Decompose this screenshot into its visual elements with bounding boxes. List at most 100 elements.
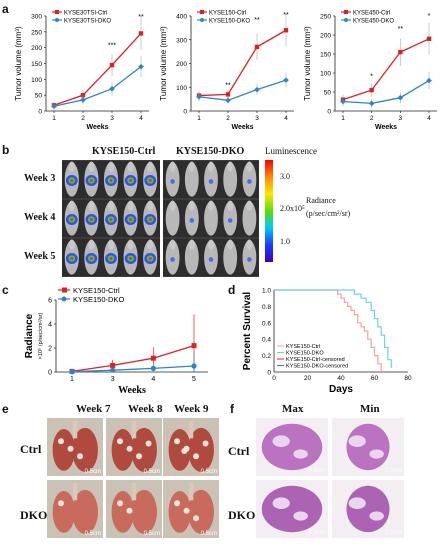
significance-mark: *: [428, 13, 431, 20]
mouse-head: [107, 239, 115, 250]
tumor-nodule: [136, 453, 143, 460]
trachea: [131, 482, 137, 501]
legend-label: KYSE150-Ctrl: [73, 286, 120, 295]
lung-lobe: [111, 429, 134, 471]
y-tick-label: 0: [183, 109, 187, 116]
tumor-nodule: [126, 507, 133, 514]
series-line-KYSE150-Ctrl: [71, 344, 195, 373]
y-axis-label: Percent Survival: [242, 292, 253, 371]
y-tick-label: 200: [176, 61, 187, 68]
tumor-volume-chart-kyse150: 0 100 200 300 400 1 2 3 4 Weeks Tumor volume (mm³)…: [159, 10, 294, 131]
signal: [189, 218, 195, 223]
mouse-head: [227, 239, 234, 250]
alveolar-space: [348, 497, 366, 509]
lung-lobe: [168, 491, 191, 533]
signal: [247, 179, 252, 184]
b-week3-label: Week 3: [24, 173, 56, 184]
e-ctrl-label: Ctrl: [20, 442, 42, 456]
tumor-nodule: [183, 507, 190, 514]
mouse-head: [107, 200, 115, 211]
data-point: [69, 369, 75, 375]
mouse: [242, 201, 257, 236]
series-line-KYSE450-DKO: [342, 80, 430, 105]
colorbar-tick-3: 3.0: [280, 172, 290, 181]
y-tick-label: 2: [48, 346, 52, 353]
mouse-head: [246, 239, 253, 250]
y-tick-label: 0.6: [262, 320, 271, 327]
tumor-nodule: [117, 500, 123, 507]
signal: [148, 178, 152, 183]
survival-curve-KYSE150-Ctrl: [274, 289, 382, 372]
data-point: [283, 77, 289, 83]
data-point: [196, 93, 202, 100]
colorbar-tick-2: 2.0x10⁵: [280, 204, 305, 213]
signal: [148, 217, 152, 222]
trachea: [72, 482, 78, 501]
histology-image: 0.5cm: [256, 418, 328, 476]
legend-marker: [61, 296, 67, 302]
x-tick-label: 2: [226, 115, 230, 122]
series-line-KYSE150-Ctrl: [198, 29, 287, 97]
tissue-drawing: [346, 423, 390, 471]
x-axis-label: Weeks: [118, 385, 146, 396]
y-tick-label: 100: [31, 77, 42, 84]
y-tick-label: 50: [35, 93, 43, 100]
survival-chart: 0 0.2 0.4 0.6 0.8 1.0 0 20 40 60 80 Days Percent Sur…: [242, 288, 412, 396]
y-tick-label: 250: [320, 14, 331, 21]
y-tick-label: 150: [31, 61, 42, 68]
y-tick-label: 200: [320, 33, 331, 40]
mouse: [165, 201, 180, 236]
legend-label: KYSE150-Ctrl: [209, 11, 246, 17]
tumor-nodule: [77, 453, 84, 460]
alveolar-space: [272, 435, 290, 447]
panel-label-f: f: [230, 402, 234, 416]
legend-marker: [200, 10, 204, 14]
y-tick-label: 400: [176, 14, 187, 21]
bioluminescence-ctrl-image: [62, 160, 160, 277]
x-tick-label: 20: [304, 375, 312, 382]
legend-label: KYSE150-Ctrl-censored: [286, 357, 345, 363]
lung-lobe: [72, 427, 98, 472]
data-point: [191, 343, 197, 349]
histology-image: 0.5cm: [332, 418, 404, 476]
panel-label-a: a: [2, 2, 9, 16]
histology-image: 0.5cm: [256, 480, 328, 538]
signal: [70, 178, 74, 183]
signal: [170, 257, 175, 262]
series-line-KYSE30TSI-DKO: [53, 66, 142, 107]
lung-lobe: [131, 427, 157, 472]
tumor-nodule: [117, 438, 123, 445]
signal: [109, 217, 113, 222]
x-tick-label: 2: [81, 115, 85, 122]
data-point: [369, 87, 374, 93]
tumor-nodule: [193, 515, 200, 522]
legend-marker: [344, 18, 348, 22]
x-tick-label: 1: [341, 115, 345, 122]
luminescence-colorbar: [265, 160, 273, 262]
y-tick-label: 0: [48, 370, 52, 377]
f-max-label: Max: [282, 403, 304, 415]
mouse: [223, 162, 238, 197]
series-line-KYSE450-Ctrl: [342, 38, 430, 101]
data-point: [51, 103, 57, 110]
mouse-head: [246, 161, 253, 172]
tumor-volume-chart-kyse450: 0 50 100 150 200 250 1 2 3 4 Weeks Tumor volume (mm…: [303, 10, 437, 131]
mouse: [184, 240, 199, 275]
lung-drawing: [111, 420, 157, 472]
significance-mark: **: [138, 14, 144, 21]
signal: [89, 217, 93, 222]
alveolar-space: [272, 497, 290, 509]
lung-drawing: [168, 420, 214, 472]
data-point: [254, 86, 260, 93]
data-point: [109, 62, 115, 68]
lung-drawing: [111, 482, 157, 534]
mouse-head: [207, 239, 215, 250]
mouse-head: [227, 200, 234, 211]
signal: [148, 256, 152, 261]
lung-photo: 0.5cm: [106, 480, 162, 538]
signal: [70, 256, 74, 261]
lung-drawing: [52, 482, 98, 534]
b-week5-label: Week 5: [24, 251, 56, 262]
f-min-label: Min: [360, 403, 380, 415]
lung-lobe: [131, 489, 157, 534]
